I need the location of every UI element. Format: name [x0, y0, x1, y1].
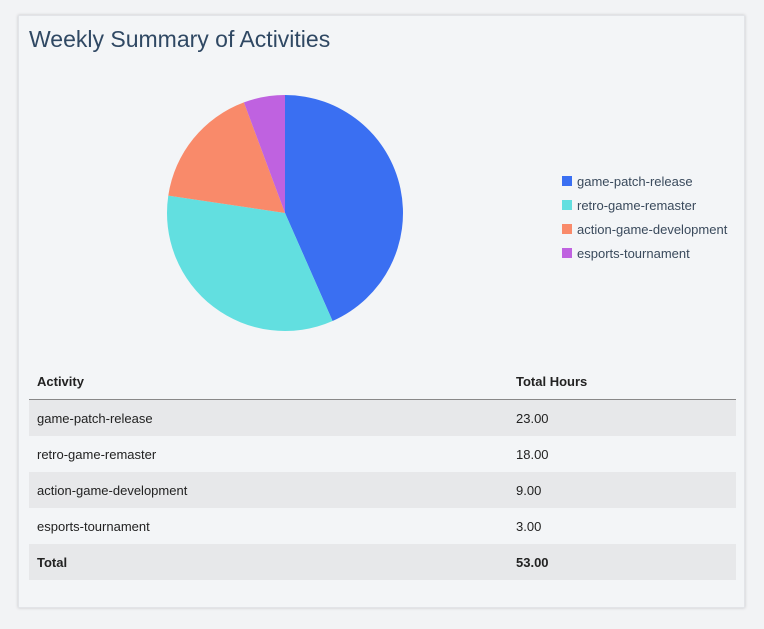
table-row: game-patch-release 23.00 — [29, 399, 736, 436]
hours-cell: 3.00 — [516, 518, 542, 534]
legend-label: action-game-development — [577, 221, 728, 237]
hours-cell: 9.00 — [508, 472, 736, 508]
pie-slice-game-patch-release — [285, 95, 403, 321]
table-row: action-game-development 9.00 — [29, 472, 736, 508]
table-row: esports-tournament 3.00 — [29, 508, 736, 544]
activity-cell: retro-game-remaster — [37, 446, 157, 462]
legend: game-patch-release retro-game-remaster act… — [562, 169, 727, 265]
legend-item: retro-game-remaster — [562, 193, 727, 217]
hours-cell: 23.00 — [508, 399, 736, 436]
total-row: Total 53.00 — [29, 544, 736, 580]
header-total-hours: Total Hours — [508, 364, 736, 400]
legend-swatch — [562, 176, 572, 186]
total-value: 53.00 — [508, 544, 736, 580]
legend-label: retro-game-remaster — [577, 197, 697, 213]
legend-swatch — [562, 200, 572, 210]
pie-slice-retro-game-remaster — [167, 195, 333, 331]
activity-cell: esports-tournament — [37, 518, 150, 534]
total-label: Total — [29, 544, 508, 580]
legend-swatch — [562, 248, 572, 258]
legend-item: game-patch-release — [562, 169, 727, 193]
table-row: retro-game-remaster 18.00 — [29, 436, 736, 472]
legend-item: esports-tournament — [562, 241, 727, 265]
legend-swatch — [562, 224, 572, 234]
pie-slice-action-game-development — [168, 102, 285, 213]
summary-card: Weekly Summary of Activities game-patch-… — [18, 15, 745, 608]
legend-item: action-game-development — [562, 217, 727, 241]
header-activity: Activity — [29, 364, 508, 400]
page-title: Weekly Summary of Activities — [29, 26, 331, 52]
pie-chart — [167, 95, 403, 331]
legend-label: esports-tournament — [577, 245, 690, 261]
activity-cell: action-game-development — [29, 472, 508, 508]
activity-cell: game-patch-release — [29, 399, 508, 436]
pie-slice-esports-tournament — [243, 95, 285, 213]
legend-label: game-patch-release — [577, 173, 693, 189]
summary-table: Activity Total Hours game-patch-release 23… — [29, 364, 736, 580]
hours-cell: 18.00 — [516, 446, 549, 462]
